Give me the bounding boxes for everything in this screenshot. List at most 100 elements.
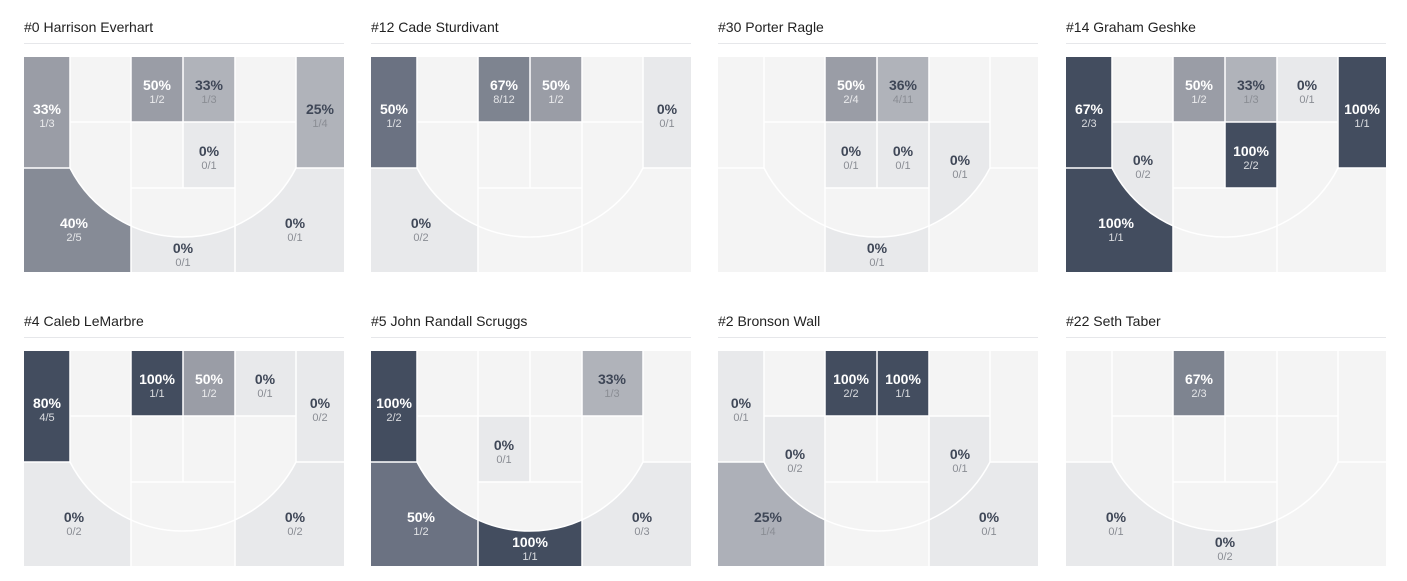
divider <box>1066 337 1386 338</box>
zone-percentage: 0% <box>255 371 276 387</box>
divider <box>24 337 344 338</box>
player-name: #14 Graham Geshke <box>1066 19 1196 35</box>
zone-percentage: 0% <box>1215 534 1236 550</box>
zone-rc[interactable] <box>296 57 344 168</box>
zone-rc[interactable] <box>1338 57 1386 168</box>
zone-made-attempted: 0/1 <box>287 232 302 244</box>
zone-percentage: 0% <box>494 437 515 453</box>
zone-made-attempted: 1/2 <box>386 118 401 130</box>
zone-lw[interactable] <box>24 168 131 272</box>
zone-rw[interactable] <box>235 462 344 566</box>
divider <box>371 337 691 338</box>
player-name: #2 Bronson Wall <box>718 313 821 329</box>
zone-ptl[interactable] <box>825 351 877 416</box>
zone-lc[interactable] <box>371 351 417 462</box>
zone-lw[interactable] <box>1066 168 1173 272</box>
zone-lc[interactable] <box>1066 57 1112 168</box>
zone-lc[interactable] <box>24 57 70 168</box>
zone-rw[interactable] <box>582 462 691 566</box>
zone-rw[interactable] <box>235 168 344 272</box>
zone-ptr[interactable] <box>877 57 929 122</box>
zone-ptr[interactable] <box>183 57 235 122</box>
zone-ptr[interactable] <box>530 57 582 122</box>
zone-lc[interactable] <box>718 351 764 462</box>
zone-rc[interactable] <box>643 57 691 168</box>
three-point-arc <box>763 461 991 532</box>
player-name: #22 Seth Taber <box>1066 313 1161 329</box>
divider <box>1066 43 1386 44</box>
zone-percentage: 100% <box>139 371 175 387</box>
zone-percentage: 0% <box>1106 509 1127 525</box>
zone-pbr[interactable] <box>183 122 235 188</box>
zone-ptl[interactable] <box>1173 57 1225 122</box>
zone-lw[interactable] <box>371 168 478 272</box>
zone-lw[interactable] <box>1066 462 1173 566</box>
zone-c3[interactable] <box>131 188 235 272</box>
zone-percentage: 100% <box>833 371 869 387</box>
divider <box>718 337 1038 338</box>
zone-made-attempted: 1/1 <box>149 388 164 400</box>
zone-made-attempted: 1/2 <box>201 388 216 400</box>
zone-pbl[interactable] <box>825 122 877 188</box>
zone-c3[interactable] <box>478 482 582 566</box>
zone-made-attempted: 0/1 <box>201 160 216 172</box>
zone-made-attempted: 1/3 <box>201 94 216 106</box>
zone-made-attempted: 0/2 <box>413 232 428 244</box>
zone-percentage: 0% <box>285 215 306 231</box>
zone-percentage: 50% <box>542 77 571 93</box>
zone-rmt[interactable] <box>1277 57 1338 122</box>
zone-pbr[interactable] <box>877 122 929 188</box>
zone-made-attempted: 0/1 <box>895 160 910 172</box>
zone-lc[interactable] <box>24 351 70 462</box>
zone-rw[interactable] <box>929 462 1038 566</box>
zone-lc[interactable] <box>371 57 417 168</box>
zone-made-attempted: 0/1 <box>496 454 511 466</box>
zone-made-attempted: 1/1 <box>1354 118 1369 130</box>
zone-percentage: 67% <box>490 77 519 93</box>
zone-ptl[interactable] <box>1173 351 1225 416</box>
zone-percentage: 100% <box>1344 101 1380 117</box>
zone-lw[interactable] <box>24 462 131 566</box>
zone-pbr[interactable] <box>1225 122 1277 188</box>
divider <box>371 43 691 44</box>
zone-percentage: 0% <box>785 446 806 462</box>
player-name: #12 Cade Sturdivant <box>371 19 499 35</box>
court-zone-map: 67%2/30%0/10%0/2 <box>1066 351 1386 566</box>
zone-lw[interactable] <box>371 462 478 566</box>
zone-percentage: 0% <box>632 509 653 525</box>
zone-percentage: 0% <box>893 143 914 159</box>
three-point-arc <box>763 167 991 238</box>
zone-ptl[interactable] <box>825 57 877 122</box>
zone-percentage: 40% <box>60 215 89 231</box>
zone-ptr[interactable] <box>1225 57 1277 122</box>
zone-rmt[interactable] <box>582 351 643 416</box>
divider <box>24 43 344 44</box>
zone-percentage: 0% <box>1133 152 1154 168</box>
zone-rc[interactable] <box>296 351 344 462</box>
zone-made-attempted: 1/3 <box>1243 94 1258 106</box>
zone-c3[interactable] <box>825 188 929 272</box>
zone-pbl[interactable] <box>478 416 530 482</box>
zone-ptl[interactable] <box>478 57 530 122</box>
zone-made-attempted: 0/2 <box>312 412 327 424</box>
zone-lw[interactable] <box>718 462 825 566</box>
zone-made-attempted: 2/3 <box>1081 118 1096 130</box>
court-zone-map: 67%2/350%1/233%1/30%0/1100%1/10%0/2100%2… <box>1066 57 1386 272</box>
zone-ptl[interactable] <box>131 57 183 122</box>
zone-made-attempted: 1/3 <box>39 118 54 130</box>
player-name: #5 John Randall Scruggs <box>371 313 528 329</box>
zone-ptr[interactable] <box>877 351 929 416</box>
zone-percentage: 0% <box>950 152 971 168</box>
zone-ptr[interactable] <box>183 351 235 416</box>
zone-ptl[interactable] <box>131 351 183 416</box>
zone-c3[interactable] <box>1173 482 1277 566</box>
zone-percentage: 25% <box>306 101 335 117</box>
zone-made-attempted: 2/3 <box>1191 388 1206 400</box>
player-name: #4 Caleb LeMarbre <box>24 313 144 329</box>
zone-made-attempted: 1/1 <box>895 388 910 400</box>
zone-made-attempted: 0/2 <box>66 526 81 538</box>
zone-rmt[interactable] <box>235 351 296 416</box>
zone-percentage: 67% <box>1075 101 1104 117</box>
zone-percentage: 100% <box>1233 143 1269 159</box>
